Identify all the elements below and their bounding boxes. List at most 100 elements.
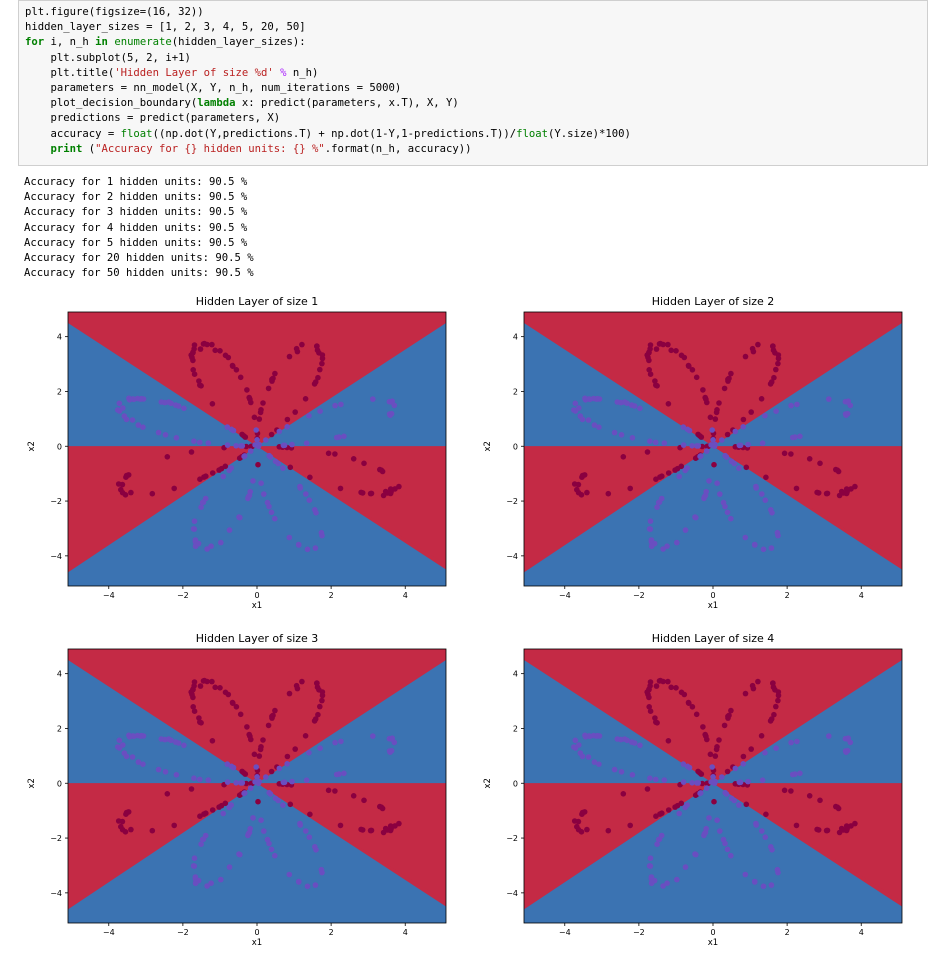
x-tick-label: −4 — [559, 591, 571, 600]
y-tick-label: 4 — [513, 333, 518, 342]
data-point — [237, 374, 244, 381]
data-point — [654, 383, 660, 389]
data-point — [236, 851, 242, 857]
data-point — [775, 697, 781, 704]
code-editor[interactable]: plt.figure(figsize=(16, 32)) hidden_layer… — [19, 1, 927, 157]
data-point — [794, 738, 800, 745]
data-point — [743, 464, 750, 471]
data-point — [165, 736, 172, 742]
x-tick-label: 4 — [403, 928, 408, 937]
data-point — [847, 739, 854, 746]
data-point — [793, 822, 800, 829]
data-point — [571, 407, 577, 413]
data-point — [654, 720, 660, 726]
data-point — [389, 735, 396, 741]
y-tick-label: 0 — [57, 779, 62, 788]
data-point — [648, 537, 655, 543]
data-point — [316, 350, 322, 356]
data-point — [341, 770, 347, 777]
data-point — [197, 813, 203, 819]
data-point — [312, 716, 319, 722]
data-point — [710, 774, 716, 780]
code-cell[interactable]: plt.figure(figsize=(16, 32)) hidden_layer… — [18, 0, 928, 166]
y-tick-label: 4 — [57, 333, 62, 342]
code-line: parameters = nn_model(X, Y, n_h, num_ite… — [25, 81, 927, 96]
data-point — [781, 450, 788, 457]
data-point — [719, 774, 725, 780]
data-point — [173, 772, 180, 778]
data-point — [596, 424, 602, 430]
data-point — [391, 739, 398, 746]
chart-title: Hidden Layer of size 2 — [652, 295, 775, 308]
data-point — [708, 442, 714, 448]
data-point — [695, 431, 701, 438]
data-point — [396, 483, 402, 490]
data-point — [164, 454, 171, 460]
y-tick-label: 2 — [57, 387, 62, 396]
data-point — [789, 434, 796, 441]
data-point — [246, 731, 252, 738]
data-point — [647, 855, 654, 861]
decision-boundary-chart: Hidden Layer of size 4 −4 −2 0 2 4 4 2 0 −2 −4 x1 x2 — [483, 632, 903, 948]
data-point — [629, 435, 636, 441]
data-point — [199, 836, 206, 843]
data-point — [709, 764, 715, 770]
chart-title: Hidden Layer of size 4 — [652, 632, 775, 645]
data-point — [817, 797, 823, 804]
data-point — [843, 490, 850, 497]
data-point — [845, 398, 851, 404]
data-point — [717, 828, 723, 834]
data-point — [388, 747, 395, 754]
data-point — [149, 490, 156, 497]
data-point — [220, 473, 226, 480]
data-point — [646, 694, 652, 701]
data-point — [319, 869, 325, 876]
data-point — [224, 424, 231, 430]
data-point — [647, 679, 654, 685]
data-point — [272, 707, 278, 714]
data-point — [332, 788, 338, 794]
output-line: Accuracy for 3 hidden units: 90.5 % — [24, 206, 248, 219]
data-point — [719, 437, 725, 443]
data-point — [190, 526, 197, 532]
data-point — [317, 366, 323, 373]
data-point — [268, 846, 275, 853]
data-point — [205, 440, 212, 446]
code-line: plot_decision_boundary(lambda x: predict… — [25, 96, 927, 111]
data-point — [196, 776, 203, 783]
output-line: Accuracy for 2 hidden units: 90.5 % — [24, 191, 248, 204]
data-point — [660, 678, 666, 685]
data-point — [760, 883, 767, 890]
data-point — [605, 490, 612, 497]
data-point — [248, 399, 254, 406]
data-point — [581, 809, 588, 815]
data-point — [728, 795, 735, 802]
data-point — [258, 407, 264, 413]
data-point — [743, 801, 750, 808]
x-tick-label: 4 — [859, 591, 864, 600]
y-tick-label: 4 — [513, 670, 518, 679]
data-point — [775, 532, 781, 539]
decision-boundary-chart: Hidden Layer of size 2 −4 −2 0 2 4 4 2 0 −2 −4 x1 x2 — [483, 295, 903, 611]
data-point — [204, 546, 210, 552]
data-point — [753, 822, 759, 828]
data-point — [216, 467, 222, 473]
data-point — [692, 851, 698, 857]
code-line: for i, n_h in enumerate(hidden_layer_siz… — [25, 35, 927, 50]
code-token — [25, 143, 51, 155]
data-point — [228, 802, 234, 808]
data-point — [817, 460, 823, 467]
data-point — [794, 401, 800, 408]
data-point — [191, 371, 198, 377]
data-point — [621, 399, 628, 405]
y-tick-label: 2 — [57, 724, 62, 733]
data-point — [593, 396, 600, 402]
data-point — [579, 753, 586, 760]
data-point — [647, 438, 653, 444]
data-point — [191, 855, 198, 861]
data-point — [191, 775, 197, 781]
data-point — [190, 367, 196, 373]
data-point — [129, 754, 136, 760]
data-point — [723, 454, 730, 460]
data-point — [125, 809, 132, 815]
